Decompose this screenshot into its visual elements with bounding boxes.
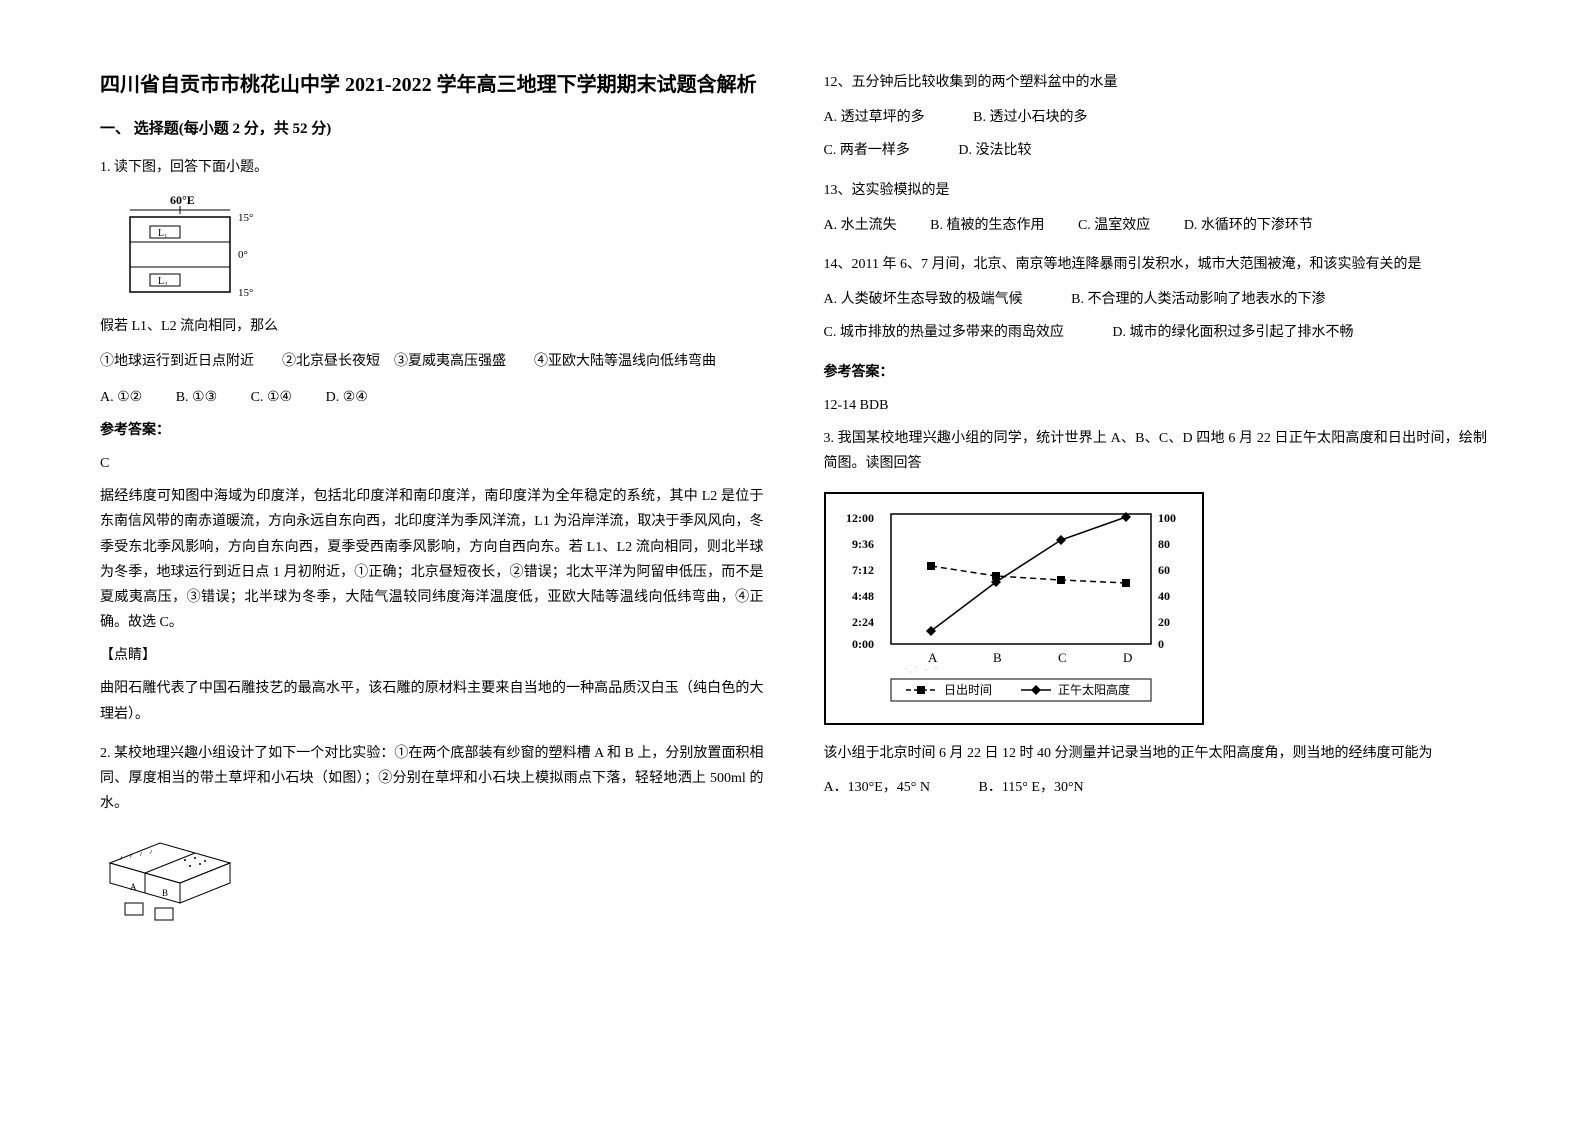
- q2-figure: A B: [100, 828, 764, 928]
- legend-left: 日出时间: [944, 683, 992, 697]
- q3-chart: 12:00 9:36 7:12 4:48 2:24 0:00 100 80 60…: [824, 492, 1204, 725]
- q14-opt-b: B. 不合理的人类活动影响了地表水的下渗: [1071, 287, 1325, 312]
- question-1: 1. 读下图，回答下面小题。 60°E 15° 0° 15° L₁ L₂: [100, 155, 764, 727]
- q1-stem: 1. 读下图，回答下面小题。: [100, 155, 764, 180]
- q14-text: 14、2011 年 6、7 月间，北京、南京等地连降暴雨引发积水，城市大范围被淹…: [824, 252, 1488, 277]
- q2-answer: 12-14 BDB: [824, 393, 1488, 418]
- experiment-diagram: A B: [100, 828, 240, 928]
- document-title: 四川省自贡市市桃花山中学 2021-2022 学年高三地理下学期期末试题含解析: [100, 70, 764, 100]
- q12-opt-c: C. 两者一样多: [824, 138, 910, 163]
- svg-text:B: B: [162, 888, 168, 898]
- q1-opt-b: B. ①③: [176, 385, 217, 410]
- legend-right: 正午太阳高度: [1058, 682, 1130, 697]
- svg-text:A: A: [130, 882, 137, 892]
- q1-opt-d: D. ②④: [326, 385, 368, 410]
- yl-4: 2:24: [852, 615, 874, 629]
- q3-followup: 该小组于北京时间 6 月 22 日 12 时 40 分测量并记录当地的正午太阳高…: [824, 741, 1488, 766]
- yr-4: 20: [1158, 615, 1170, 629]
- map-diagram: 60°E 15° 0° 15° L₁ L₂: [100, 192, 280, 302]
- q12-opt-a: A. 透过草坪的多: [824, 105, 925, 130]
- q1-condition: 假若 L1、L2 流向相同，那么: [100, 314, 764, 339]
- yl-3: 4:48: [852, 589, 874, 603]
- q2-stem: 2. 某校地理兴趣小组设计了如下一个对比实验：①在两个底部装有纱窗的塑料槽 A …: [100, 741, 764, 817]
- lat-mid: 0°: [238, 249, 248, 261]
- xl-c: C: [1058, 650, 1067, 665]
- yr-1: 80: [1158, 537, 1170, 551]
- xl-d: D: [1123, 650, 1132, 665]
- q14-opt-c: C. 城市排放的热量过多带来的雨岛效应: [824, 320, 1064, 345]
- q12-text: 12、五分钟后比较收集到的两个塑料盆中的水量: [824, 70, 1488, 95]
- q1-answer-label: 参考答案：: [100, 418, 764, 443]
- q1-statements: ①地球运行到近日点附近 ②北京昼长夜短 ③夏威夷高压强盛 ④亚欧大陆等温线向低纬…: [100, 349, 764, 374]
- q14-opts-row1: A. 人类破坏生态导致的极端气候 B. 不合理的人类活动影响了地表水的下渗: [824, 287, 1488, 312]
- q1-answer: C: [100, 451, 764, 476]
- q1-note-label: 【点睛】: [100, 643, 764, 668]
- sub-q12: 12、五分钟后比较收集到的两个塑料盆中的水量 A. 透过草坪的多 B. 透过小石…: [824, 70, 1488, 164]
- q13-opt-b: B. 植被的生态作用: [930, 213, 1044, 238]
- q1-note: 曲阳石雕代表了中国石雕技艺的最高水平，该石雕的原材料主要来自当地的一种高品质汉白…: [100, 676, 764, 726]
- question-2-stem: 2. 某校地理兴趣小组设计了如下一个对比实验：①在两个底部装有纱窗的塑料槽 A …: [100, 741, 764, 929]
- q13-opt-d: D. 水循环的下渗环节: [1184, 213, 1313, 238]
- lat-bot: 15°: [238, 287, 253, 299]
- q1-opt-c: C. ①④: [251, 385, 292, 410]
- q3-opt-a: A．130°E，45° N: [824, 775, 930, 800]
- yl-5: 0:00: [852, 637, 874, 651]
- q1-opt-a: A. ①②: [100, 385, 142, 410]
- q3-opt-b: B．115° E，30°N: [978, 775, 1083, 800]
- q3-opts: A．130°E，45° N B．115° E，30°N: [824, 775, 1488, 800]
- q12-opt-d: D. 没法比较: [958, 138, 1031, 163]
- yr-2: 60: [1158, 563, 1170, 577]
- question-3: 3. 我国某校地理兴趣小组的同学，统计世界上 A、B、C、D 四地 6 月 22…: [824, 426, 1488, 800]
- q13-opts: A. 水土流失 B. 植被的生态作用 C. 温室效应 D. 水循环的下渗环节: [824, 213, 1488, 238]
- yr-0: 100: [1158, 511, 1176, 525]
- q14-opts-row2: C. 城市排放的热量过多带来的雨岛效应 D. 城市的绿化面积过多引起了排水不畅: [824, 320, 1488, 345]
- l1-label: L₁: [158, 228, 168, 239]
- section-heading: 一、 选择题(每小题 2 分，共 52 分): [100, 116, 764, 143]
- yr-3: 40: [1158, 589, 1170, 603]
- yl-1: 9:36: [852, 537, 874, 551]
- q3-stem: 3. 我国某校地理兴趣小组的同学，统计世界上 A、B、C、D 四地 6 月 22…: [824, 426, 1488, 476]
- sub-q13: 13、这实验模拟的是 A. 水土流失 B. 植被的生态作用 C. 温室效应 D.…: [824, 178, 1488, 238]
- yr-5: 0: [1158, 637, 1164, 651]
- yl-2: 7:12: [852, 563, 874, 577]
- l2-label: L₂: [158, 276, 168, 287]
- q14-opt-a: A. 人类破坏生态导致的极端气候: [824, 287, 1023, 312]
- xl-a: A: [928, 650, 938, 665]
- q1-explanation: 据经纬度可知图中海域为印度洋，包括北印度洋和南印度洋，南印度洋为全年稳定的系统，…: [100, 484, 764, 635]
- q12-opt-b: B. 透过小石块的多: [973, 105, 1087, 130]
- sub-q14: 14、2011 年 6、7 月间，北京、南京等地连降暴雨引发积水，城市大范围被淹…: [824, 252, 1488, 346]
- q1-options: A. ①② B. ①③ C. ①④ D. ②④: [100, 385, 764, 410]
- q13-opt-c: C. 温室效应: [1078, 213, 1150, 238]
- page-container: 四川省自贡市市桃花山中学 2021-2022 学年高三地理下学期期末试题含解析 …: [100, 70, 1487, 942]
- q12-opts-row1: A. 透过草坪的多 B. 透过小石块的多: [824, 105, 1488, 130]
- right-column: 12、五分钟后比较收集到的两个塑料盆中的水量 A. 透过草坪的多 B. 透过小石…: [824, 70, 1488, 942]
- q14-opt-d: D. 城市的绿化面积过多引起了排水不畅: [1112, 320, 1353, 345]
- xl-b: B: [993, 650, 1002, 665]
- chart-svg: 12:00 9:36 7:12 4:48 2:24 0:00 100 80 60…: [836, 504, 1196, 704]
- q1-figure: 60°E 15° 0° 15° L₁ L₂: [100, 192, 764, 302]
- q13-text: 13、这实验模拟的是: [824, 178, 1488, 203]
- longitude-label: 60°E: [170, 193, 195, 207]
- lat-top: 15°: [238, 212, 253, 224]
- q12-opts-row2: C. 两者一样多 D. 没法比较: [824, 138, 1488, 163]
- q2-answer-label: 参考答案：: [824, 360, 1488, 385]
- yl-0: 12:00: [846, 511, 874, 525]
- q13-opt-a: A. 水土流失: [824, 213, 897, 238]
- left-column: 四川省自贡市市桃花山中学 2021-2022 学年高三地理下学期期末试题含解析 …: [100, 70, 764, 942]
